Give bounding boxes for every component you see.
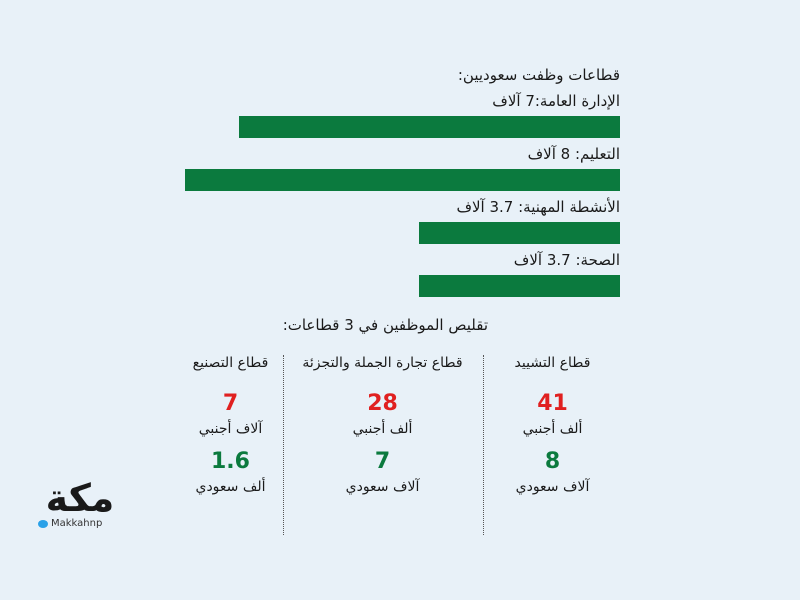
saudi-value: 7 (374, 449, 391, 474)
bar-label: الإدارة العامة:7 آلاف (492, 92, 620, 110)
saudi-value: 8 (544, 449, 561, 474)
saudi-value: 1.6 (211, 449, 250, 474)
foreign-unit: ألف أجنبي (522, 421, 583, 437)
bar (185, 169, 620, 191)
bar-label: الأنشطة المهنية: 3.7 آلاف (456, 198, 620, 216)
foreign-value: 28 (367, 391, 398, 416)
manufacturing-sector-column: قطاع التصنيع 7 آلاف أجنبي 1.6 ألف سعودي (148, 355, 313, 495)
bar (239, 116, 620, 138)
foreign-unit: ألف أجنبي (352, 421, 413, 437)
construction-sector-column: قطاع التشييد 41 ألف أجنبي 8 آلاف سعودي (470, 355, 635, 495)
handle-text: Makkahnp (51, 518, 103, 529)
sector-name: قطاع التشييد (514, 355, 591, 371)
bar-label: الصحة: 3.7 آلاف (513, 251, 620, 269)
foreign-value: 41 (537, 391, 568, 416)
saudi-unit: آلاف سعودي (515, 479, 590, 495)
logo-wordmark: مكة (45, 476, 115, 520)
sector-name: قطاع التصنيع (192, 355, 269, 371)
saudi-unit: آلاف سعودي (345, 479, 420, 495)
twitter-bird-icon (38, 519, 48, 528)
bar (418, 222, 620, 244)
makkah-logo: مكة Makkahnp (38, 478, 122, 529)
foreign-unit: آلاف أجنبي (198, 421, 263, 437)
social-handle: Makkahnp (38, 518, 122, 529)
column-divider (483, 355, 484, 535)
bar (418, 275, 620, 297)
trade-sector-column: قطاع تجارة الجملة والتجزئة 28 ألف أجنبي … (300, 355, 465, 495)
foreign-value: 7 (222, 391, 239, 416)
bar-chart-title: قطاعات وظفت سعوديين: (457, 66, 620, 84)
reduction-section-title: تقليص الموظفين في 3 قطاعات: (282, 316, 488, 334)
saudi-unit: ألف سعودي (195, 479, 266, 495)
column-divider (283, 355, 284, 535)
sector-name: قطاع تجارة الجملة والتجزئة (302, 355, 463, 371)
bar-label: التعليم: 8 آلاف (527, 145, 620, 163)
